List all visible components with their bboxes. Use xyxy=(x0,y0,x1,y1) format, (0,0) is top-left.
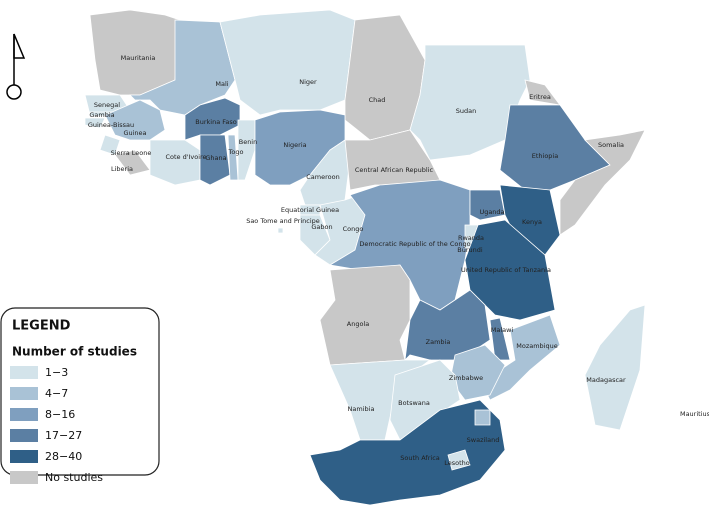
country-label: Somalia xyxy=(598,141,624,149)
country-label: Ghana xyxy=(205,154,226,162)
country-label: Uganda xyxy=(479,208,504,216)
legend-subtitle: Number of studies xyxy=(12,345,137,359)
country-label: Chad xyxy=(369,96,386,104)
country-label: Cote d'Ivoire xyxy=(165,153,206,161)
country-label: United Republic of Tanzania xyxy=(461,266,551,274)
country-label: Malawi xyxy=(491,326,514,334)
country-label: Niger xyxy=(299,78,317,86)
country-label: Togo xyxy=(228,148,244,156)
legend-title: LEGEND xyxy=(12,319,71,334)
country-shape xyxy=(464,219,556,321)
country-shape xyxy=(84,117,106,129)
country-label: Mozambique xyxy=(516,342,558,350)
country-shape xyxy=(584,304,646,431)
country-label: Mauritius xyxy=(680,410,709,418)
country-label: Cameroon xyxy=(306,173,339,181)
legend-label: 1−3 xyxy=(45,366,68,379)
country-shape xyxy=(89,9,181,96)
country-shape xyxy=(474,409,491,426)
country-label: Central African Republic xyxy=(355,166,434,174)
legend-swatch xyxy=(10,471,38,484)
country-label: Sao Tome and Principe xyxy=(246,217,320,225)
country-label: Benin xyxy=(239,138,258,146)
legend-label: No studies xyxy=(45,471,103,484)
countries xyxy=(84,9,646,506)
legend-swatch xyxy=(10,450,38,463)
legend-label: 17−27 xyxy=(45,429,82,442)
country-label: Swaziland xyxy=(467,436,500,444)
legend-swatch xyxy=(10,366,38,379)
country-label: Congo xyxy=(343,225,364,233)
legend-swatch xyxy=(10,408,38,421)
legend-swatch xyxy=(10,429,38,442)
country-label: Kenya xyxy=(522,218,542,226)
country-shape xyxy=(404,289,491,362)
country-shape xyxy=(469,189,506,221)
country-label: Mali xyxy=(215,80,228,88)
country-label: Rwanda xyxy=(458,234,484,242)
country-shape xyxy=(277,227,284,234)
country-shape xyxy=(149,139,201,186)
country-label: Lesotho xyxy=(444,459,470,467)
legend-label: 28−40 xyxy=(45,450,82,463)
country-label: Burkina Faso xyxy=(195,118,237,126)
country-label: Guinea xyxy=(123,129,146,137)
country-shape xyxy=(309,399,506,506)
country-shape xyxy=(499,104,611,191)
country-label: Senegal xyxy=(94,101,120,109)
country-shape xyxy=(104,99,166,141)
north-arrow xyxy=(6,33,26,100)
country-shape xyxy=(199,134,231,186)
country-label: Botswana xyxy=(398,399,430,407)
country-label: Equatorial Guinea xyxy=(281,206,339,214)
country-label: Angola xyxy=(347,320,369,328)
country-labels: Mauritania Mali Niger Chad Sudan Eritrea Ethio… xyxy=(88,54,709,467)
country-label: Gambia xyxy=(89,111,114,119)
country-label: Democratic Republic of the Congo xyxy=(359,240,470,248)
country-label: Gabon xyxy=(311,223,332,231)
legend: LEGEND Number of studies 1−3 4−7 8−16 17−27… xyxy=(0,307,160,484)
country-shape xyxy=(219,9,356,116)
country-label: Namibia xyxy=(348,405,375,413)
country-shape xyxy=(319,264,411,366)
country-shape xyxy=(559,129,646,236)
country-shape xyxy=(447,449,471,471)
country-label: Sudan xyxy=(456,107,476,115)
country-shape xyxy=(409,44,531,161)
country-label: Sierra Leone xyxy=(111,149,152,157)
legend-label: 8−16 xyxy=(45,408,75,421)
country-label: Zimbabwe xyxy=(449,374,483,382)
country-label: Guinea-Bissau xyxy=(88,121,134,129)
country-label: Mauritania xyxy=(121,54,156,62)
legend-swatch xyxy=(10,387,38,400)
country-label: South Africa xyxy=(400,454,440,462)
country-shape xyxy=(237,119,256,181)
country-label: Liberia xyxy=(111,165,133,173)
legend-box xyxy=(0,307,160,476)
country-label: Nigeria xyxy=(283,141,306,149)
country-label: Eritrea xyxy=(529,93,551,101)
country-shape xyxy=(489,317,511,361)
legend-label: 4−7 xyxy=(45,387,68,400)
country-label: Burundi xyxy=(457,246,483,254)
country-label: Zambia xyxy=(426,338,451,346)
country-label: Ethiopia xyxy=(532,152,558,160)
country-shape xyxy=(227,134,239,181)
country-shape xyxy=(479,314,561,401)
country-label: Madagascar xyxy=(586,376,626,384)
